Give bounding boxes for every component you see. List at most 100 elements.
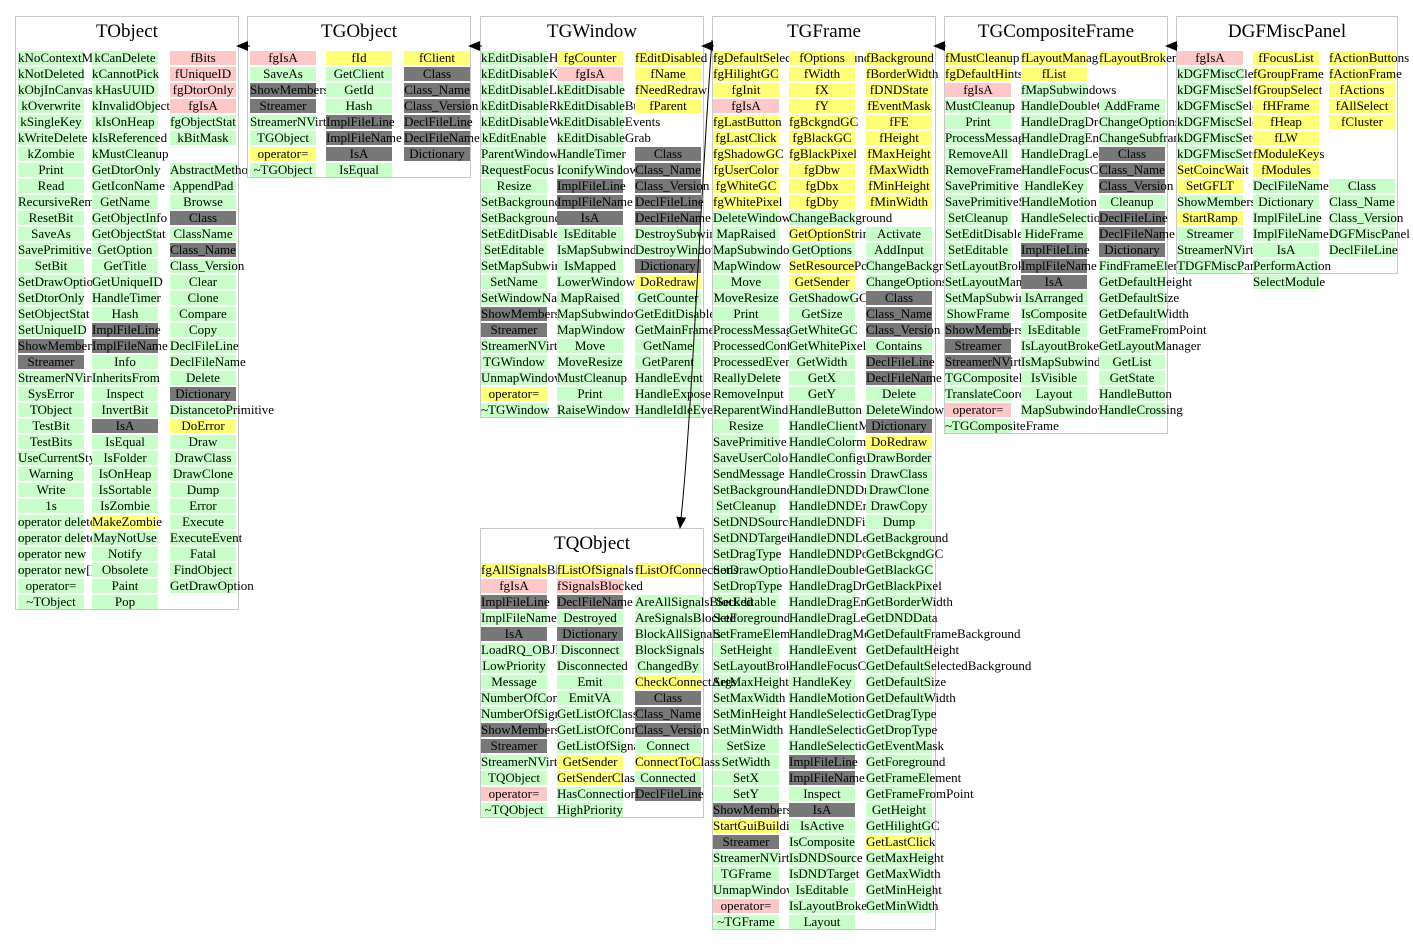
- member-cell: fgIsA: [250, 51, 316, 65]
- member-cell: SetCleanup: [945, 211, 1011, 225]
- member-cell: SetDrawOption: [713, 562, 795, 577]
- member-cell: fgBckgndGC: [789, 114, 859, 129]
- member-cell: Clear: [170, 275, 236, 289]
- member-cell: MustCleanup: [557, 370, 628, 385]
- member-cell: fFE: [866, 115, 932, 129]
- member-cell: fSignalsBlocked: [557, 578, 643, 593]
- member-cell: HandleKey: [1021, 179, 1087, 193]
- member-cell: fClient: [404, 51, 470, 65]
- member-cell: ImplFileName: [1021, 258, 1097, 273]
- member-cell: UnmapWindow: [713, 882, 796, 897]
- member-cell: kBitMask: [170, 131, 236, 145]
- member-cell: Print: [713, 307, 779, 321]
- member-cell: kMustCleanup: [92, 146, 169, 161]
- member-cell: SetEditDisabled: [945, 226, 1030, 241]
- member-cell: SetGFLT: [1177, 179, 1243, 193]
- member-cell: HandleExpose: [635, 386, 711, 401]
- member-cell: DeclFileLine: [635, 194, 704, 209]
- member-cell: DeclFileName: [866, 370, 942, 385]
- member-cell: Contains: [866, 339, 932, 353]
- member-cell: GetDtorOnly: [92, 162, 161, 177]
- member-cell: kSingleKey: [18, 115, 84, 129]
- member-cell: HandleMotion: [789, 690, 865, 705]
- member-cell: kObjInCanvas: [18, 82, 94, 97]
- member-cell: ShowMembers: [18, 338, 97, 353]
- member-cell: InheritsFrom: [92, 370, 160, 385]
- member-cell: kEditDisable: [557, 82, 625, 97]
- member-cell: ProcessedEvent: [713, 354, 796, 369]
- member-cell: Clone: [170, 291, 236, 305]
- member-cell: IsMapped: [557, 259, 623, 273]
- member-cell: Streamer: [713, 835, 779, 849]
- member-cell: Fatal: [170, 547, 236, 561]
- member-cell: HandleButton: [789, 402, 862, 417]
- member-cell: Class_Version: [170, 258, 245, 273]
- member-cell: HandleCrossing: [1099, 402, 1183, 417]
- member-cell: fgUserColor: [713, 162, 779, 177]
- member-cell: Move: [713, 275, 779, 289]
- member-cell: GetHilightGC: [866, 818, 940, 833]
- member-cell: GetDefaultSize: [1099, 290, 1180, 305]
- member-cell: DeclFileName: [635, 210, 711, 225]
- member-cell: AddFrame: [1099, 99, 1165, 113]
- member-cell: kIsOnHeap: [92, 115, 158, 129]
- member-cell: GetWhiteGC: [789, 322, 858, 337]
- member-cell: fMaxHeight: [866, 146, 932, 161]
- member-cell: fFocusList: [1253, 51, 1319, 65]
- member-cell: GetTitle: [92, 259, 158, 273]
- member-cell: RemoveInput: [713, 386, 784, 401]
- member-cell: Layout: [789, 915, 855, 929]
- member-cell: ShowMembers: [250, 82, 329, 97]
- member-cell: DrawClass: [866, 467, 932, 481]
- member-cell: InvertBit: [92, 403, 158, 417]
- member-cell: IsSortable: [92, 483, 158, 497]
- member-cell: SetMinHeight: [713, 706, 787, 721]
- member-cell: DeclFileName: [170, 354, 246, 369]
- member-cell: GetEventMask: [866, 738, 944, 753]
- member-cell: Message: [481, 675, 547, 689]
- member-cell: fLayoutBroken: [1099, 50, 1179, 65]
- member-cell: SysError: [18, 387, 84, 401]
- member-cell: GetHeight: [866, 803, 932, 817]
- member-cell: Class_Name: [866, 306, 932, 321]
- class-box-dgfmiscpanel: DGFMiscPanel fgIsA kDGFMiscClearGFLT kDGFM…: [1176, 16, 1410, 289]
- member-cell: DrawClone: [866, 483, 932, 497]
- member-cell: Emit: [557, 675, 623, 689]
- member-cell: Compare: [170, 307, 236, 321]
- member-cell: GetDefaultSize: [866, 674, 947, 689]
- member-cell: SavePrimitive: [713, 434, 787, 449]
- member-cell: Paint: [92, 579, 158, 593]
- member-cell: Class_Name: [404, 82, 470, 97]
- member-cell: IsComposite: [1021, 306, 1087, 321]
- member-cell: SetMaxWidth: [713, 690, 786, 705]
- class-box-tgframe: TGFrame fgDefaultSelectedBackgroundfgHil…: [712, 16, 1031, 930]
- member-cell: GetObjectStat: [92, 226, 166, 241]
- member-cell: Info: [92, 355, 158, 369]
- member-cell: MustCleanup: [945, 98, 1016, 113]
- member-cell: Class_Name: [170, 242, 236, 257]
- class-title: TGCompositeFrame: [977, 21, 1135, 42]
- member-cell: kZombie: [18, 147, 84, 161]
- member-cell: ~TObject: [18, 595, 84, 609]
- member-cell: MoveResize: [713, 290, 779, 305]
- member-cell: HandleEvent: [635, 370, 703, 385]
- member-cell: Class_Version: [866, 322, 941, 337]
- member-cell: Dump: [170, 483, 236, 497]
- member-cell: IsLayoutBroken: [789, 898, 874, 913]
- member-cell: IsEditable: [557, 227, 623, 241]
- member-cell: GetDropType: [866, 722, 938, 737]
- member-cell: Dump: [866, 515, 932, 529]
- member-cell: ImplFileName: [326, 130, 402, 145]
- member-cell: DeclFileName: [1253, 178, 1329, 193]
- member-cell: RemoveAll: [945, 147, 1011, 161]
- member-cell: fMustCleanup: [945, 50, 1020, 65]
- member-cell: DeclFileLine: [866, 354, 935, 369]
- member-cell: StartRamp: [1177, 211, 1243, 225]
- member-cell: ShowMembers: [1177, 194, 1256, 209]
- member-cell: Resize: [713, 419, 779, 433]
- member-cell: Print: [557, 387, 623, 401]
- member-cell: HandleSelection: [1021, 210, 1107, 225]
- member-cell: MapWindow: [713, 258, 782, 273]
- member-cell: fListOfSignals: [557, 562, 634, 577]
- member-cell: ImplFileLine: [92, 322, 161, 337]
